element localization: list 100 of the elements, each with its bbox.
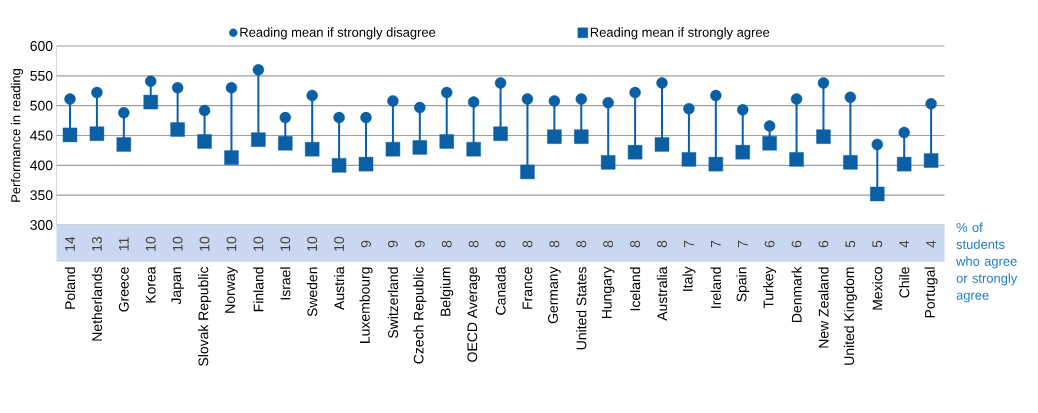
point bbox=[333, 111, 345, 124]
x-tick-label: Denmark bbox=[791, 266, 802, 322]
text: 13 bbox=[91, 236, 102, 251]
point bbox=[331, 158, 347, 173]
x-tick-label: Austria bbox=[333, 266, 345, 310]
point bbox=[737, 104, 749, 116]
x-tick-label: Norway bbox=[225, 266, 238, 313]
point bbox=[278, 136, 293, 151]
x-tick-label: Chile bbox=[899, 267, 910, 298]
text: 6 bbox=[764, 240, 775, 248]
point bbox=[306, 89, 318, 102]
point bbox=[91, 86, 103, 99]
point bbox=[627, 145, 643, 160]
x-tick-label: United States bbox=[576, 267, 587, 350]
point bbox=[64, 93, 76, 105]
text: 10 bbox=[280, 236, 291, 251]
x-tick-label: New Zealand bbox=[818, 267, 829, 348]
point bbox=[654, 137, 670, 152]
point bbox=[225, 82, 238, 94]
x-tick-label: Germany bbox=[548, 266, 561, 324]
x-tick-label: Portugal bbox=[924, 267, 938, 318]
point bbox=[762, 136, 777, 151]
text: 10 bbox=[253, 236, 264, 251]
x-tick-label: Italy bbox=[682, 266, 696, 291]
text: 10 bbox=[145, 236, 156, 251]
y-tick-label: 300 bbox=[30, 220, 53, 230]
x-tick-label: Poland bbox=[64, 267, 76, 309]
point bbox=[898, 126, 910, 139]
point bbox=[466, 142, 481, 157]
point bbox=[116, 137, 132, 152]
point bbox=[708, 156, 724, 172]
x-tick-label: Slovak Republic bbox=[198, 266, 212, 366]
x-tick-label: Israel bbox=[280, 267, 291, 300]
x-tick-label: United Kingdom bbox=[843, 267, 857, 365]
point bbox=[816, 129, 831, 144]
point bbox=[143, 94, 158, 110]
x-tick-label: Switzerland bbox=[387, 267, 399, 338]
text: 5 bbox=[872, 240, 883, 248]
point bbox=[358, 156, 374, 172]
text: 10 bbox=[334, 236, 345, 251]
text: 10 bbox=[172, 236, 183, 251]
x-tick-label: Mexico bbox=[872, 267, 883, 310]
y-tick-label: 600 bbox=[30, 41, 53, 51]
point bbox=[574, 129, 589, 144]
text: 8 bbox=[495, 240, 506, 248]
x-tick-label: Australia bbox=[656, 266, 668, 321]
point bbox=[118, 107, 130, 119]
point bbox=[600, 155, 616, 170]
text: 7 bbox=[684, 240, 694, 248]
point bbox=[710, 89, 722, 102]
text: 7 bbox=[711, 240, 721, 248]
y-tick-label: 500 bbox=[30, 100, 53, 111]
x-tick-label: Greece bbox=[118, 267, 129, 312]
text: 8 bbox=[549, 240, 560, 248]
text: 4 bbox=[899, 240, 909, 248]
point bbox=[817, 77, 830, 89]
text: 14 bbox=[65, 236, 75, 251]
point bbox=[521, 93, 534, 105]
point bbox=[439, 134, 454, 149]
text: 8 bbox=[603, 240, 614, 248]
text: 6 bbox=[791, 240, 802, 248]
point bbox=[414, 101, 426, 114]
text: 8 bbox=[576, 240, 587, 248]
x-tick-label: Luxembourg bbox=[359, 267, 373, 343]
x-tick-label: Canada bbox=[495, 266, 506, 315]
text: 8 bbox=[657, 240, 667, 248]
point bbox=[681, 152, 697, 167]
point bbox=[923, 153, 939, 168]
x-tick-label: Hungary bbox=[601, 266, 615, 319]
x-tick-label: Turkey bbox=[763, 266, 777, 309]
point bbox=[387, 95, 399, 107]
x-tick-label: Ireland bbox=[710, 267, 721, 308]
point bbox=[494, 77, 507, 89]
point bbox=[896, 156, 912, 172]
point bbox=[170, 122, 185, 137]
point bbox=[279, 111, 291, 124]
point bbox=[763, 120, 776, 132]
x-tick-label: OECD Average bbox=[467, 267, 480, 362]
text: 8 bbox=[522, 240, 533, 248]
text: 8 bbox=[630, 240, 641, 248]
text: 5 bbox=[845, 240, 856, 248]
point bbox=[575, 93, 587, 105]
point bbox=[360, 111, 372, 124]
point bbox=[467, 96, 480, 108]
legend-label: Reading mean if strongly disagree bbox=[240, 27, 436, 40]
y-axis-title: Performance in reading bbox=[10, 69, 23, 202]
point bbox=[198, 104, 211, 117]
x-tick-label: Sweden bbox=[307, 267, 318, 317]
point bbox=[251, 132, 266, 147]
point bbox=[844, 91, 857, 104]
text: 7 bbox=[737, 240, 748, 248]
x-tick-label: Iceland bbox=[629, 267, 641, 311]
text: 6 bbox=[818, 240, 829, 248]
x-tick-label: France bbox=[522, 267, 533, 309]
y-tick-label: 400 bbox=[30, 160, 53, 171]
legend-label: Reading mean if strongly agree bbox=[590, 27, 770, 40]
text: 10 bbox=[226, 236, 237, 251]
point bbox=[629, 86, 641, 99]
point bbox=[790, 93, 803, 105]
y-tick-label: 350 bbox=[30, 190, 53, 201]
